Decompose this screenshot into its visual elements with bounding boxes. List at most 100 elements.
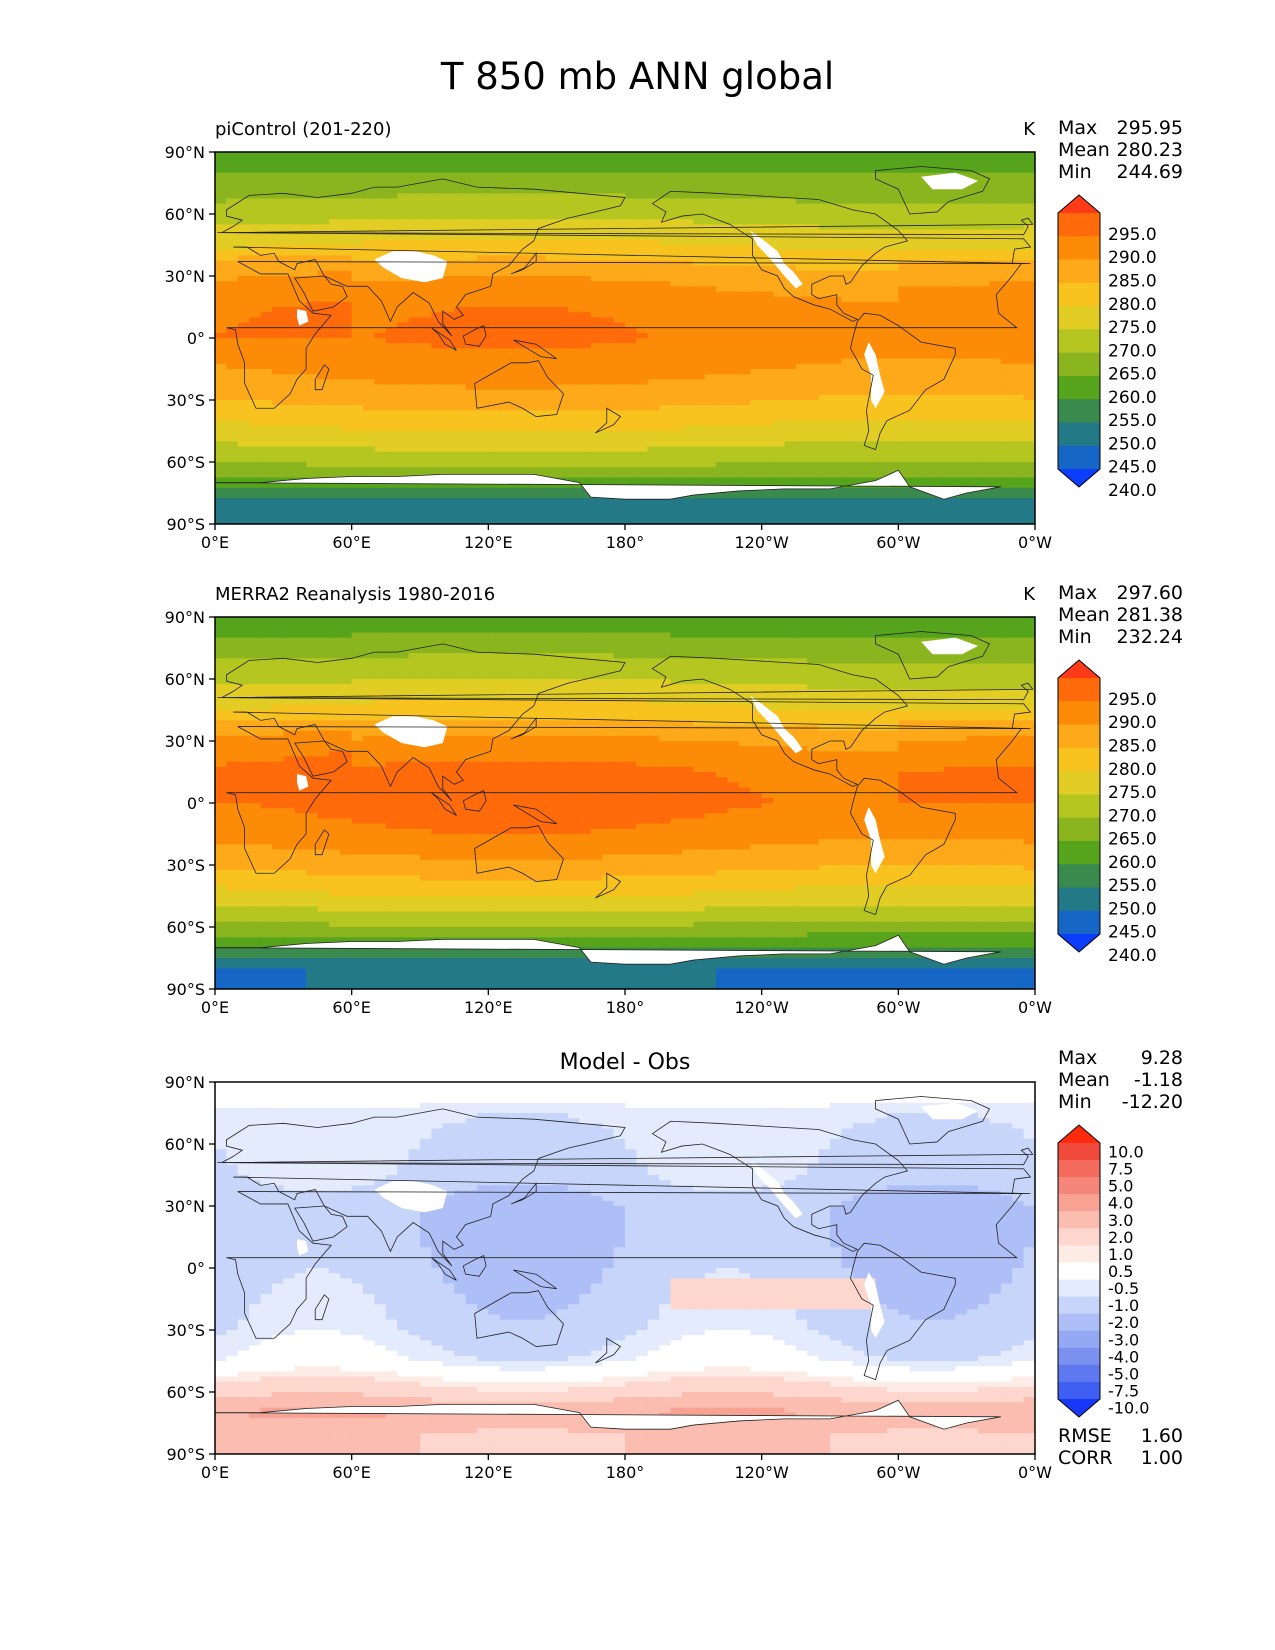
colorbar-label: 280.0 bbox=[1108, 760, 1157, 780]
colorbar-swatch bbox=[1058, 1160, 1100, 1178]
colorbar-swatch bbox=[1058, 724, 1100, 749]
x-tick-label: 120°W bbox=[734, 1463, 789, 1482]
colorbar-label: 0.5 bbox=[1108, 1262, 1133, 1281]
stats-panel-3: Max 9.28 Mean -1.18 Min -12.20 bbox=[1058, 1047, 1183, 1113]
panel-picontrol: piControl (201-220) K 0°E 60°E 120°E 180° 120°… bbox=[165, 119, 1157, 552]
coastline bbox=[314, 1294, 330, 1321]
colorbar-swatch bbox=[1058, 1194, 1100, 1212]
y-tick-label: 0° bbox=[187, 1259, 205, 1278]
panel-merra2: MERRA2 Reanalysis 1980-2016 K 0°E 60°E 120°E… bbox=[165, 584, 1157, 1017]
colorbar-swatch bbox=[1058, 678, 1100, 702]
antarctica-mask bbox=[215, 935, 1001, 989]
colorbar-swatch bbox=[1058, 306, 1100, 330]
colorbar-label: 295.0 bbox=[1108, 225, 1157, 245]
coastline bbox=[651, 1120, 909, 1252]
colorbar-swatch bbox=[1058, 771, 1100, 795]
stats-panel-2: Max 297.60 Mean 281.38 Min 232.24 bbox=[1058, 582, 1183, 648]
colorbar-swatch bbox=[1058, 422, 1100, 447]
coastline bbox=[217, 682, 1034, 701]
x-tick-label: 120°E bbox=[464, 998, 513, 1017]
colorbar-label: -4.0 bbox=[1108, 1347, 1139, 1366]
colorbar-swatch bbox=[1058, 1245, 1100, 1263]
colorbar-label: 250.0 bbox=[1108, 434, 1157, 454]
coastline bbox=[462, 790, 487, 812]
coastline bbox=[294, 740, 348, 777]
coastline bbox=[850, 312, 956, 451]
colorbar-label: 260.0 bbox=[1108, 388, 1157, 408]
panel-units: K bbox=[1023, 119, 1036, 140]
stats-panel-1: Max 295.95 Mean 280.23 Min 244.69 bbox=[1058, 117, 1183, 183]
y-tick-label: 60°S bbox=[166, 1383, 205, 1402]
coastline bbox=[462, 325, 487, 347]
colorbar-label: 3.0 bbox=[1108, 1211, 1133, 1230]
coastline bbox=[850, 777, 956, 916]
coastline bbox=[651, 655, 909, 787]
coastline bbox=[431, 327, 457, 351]
stat-max: Max 9.28 bbox=[1058, 1047, 1183, 1069]
coastline bbox=[215, 469, 1001, 524]
coastline bbox=[513, 339, 557, 360]
colorbar-extend-top bbox=[1058, 660, 1100, 678]
colorbar-swatch bbox=[1058, 1347, 1100, 1366]
coastline bbox=[217, 1147, 1034, 1166]
colorbar-swatch bbox=[1058, 236, 1100, 261]
colorbar-label: -5.0 bbox=[1108, 1364, 1139, 1383]
colorbar-label: 4.0 bbox=[1108, 1194, 1133, 1213]
coastline bbox=[595, 1337, 622, 1364]
y-tick-label: 60°N bbox=[165, 205, 205, 224]
coastline bbox=[513, 1269, 557, 1290]
coastline bbox=[510, 1182, 537, 1205]
coastline bbox=[215, 1399, 1001, 1454]
coastline bbox=[314, 829, 330, 856]
skill-scores: RMSE 1.60 CORR 1.00 bbox=[1058, 1425, 1183, 1469]
colorbar-label: 255.0 bbox=[1108, 876, 1157, 896]
corr-score: CORR 1.00 bbox=[1058, 1447, 1183, 1469]
colorbar-label: 255.0 bbox=[1108, 411, 1157, 431]
coastline bbox=[595, 872, 622, 899]
panel-left-title: piControl (201-220) bbox=[215, 119, 391, 140]
antarctica-mask bbox=[215, 470, 1001, 524]
x-tick-label: 0°W bbox=[1018, 998, 1052, 1017]
colorbar-swatch bbox=[1058, 1143, 1100, 1161]
x-tick-label: 60°W bbox=[876, 1463, 920, 1482]
stat-min: Min 232.24 bbox=[1058, 626, 1183, 648]
coastline bbox=[850, 1242, 956, 1381]
stat-mean: Mean 280.23 bbox=[1058, 139, 1183, 161]
x-tick-label: 0°E bbox=[201, 533, 229, 552]
colorbar-swatch bbox=[1058, 864, 1100, 888]
y-tick-label: 90°N bbox=[165, 608, 205, 627]
coastline bbox=[431, 792, 457, 816]
y-tick-label: 90°N bbox=[165, 1073, 205, 1092]
y-tick-label: 30°N bbox=[165, 267, 205, 286]
colorbar-swatch bbox=[1058, 282, 1100, 307]
y-tick-label: 90°N bbox=[165, 143, 205, 162]
coastline bbox=[220, 178, 1032, 337]
colorbar-swatch bbox=[1058, 747, 1100, 772]
stat-min: Min 244.69 bbox=[1058, 161, 1183, 183]
panel-units: K bbox=[1023, 584, 1036, 605]
colorbar-swatch bbox=[1058, 840, 1100, 865]
colorbar-extend-bottom bbox=[1058, 469, 1100, 487]
colorbar-swatch bbox=[1058, 375, 1100, 400]
y-tick-label: 0° bbox=[187, 329, 205, 348]
coastline bbox=[294, 275, 348, 312]
stat-max: Max 297.60 bbox=[1058, 582, 1183, 604]
colorbar-label: 265.0 bbox=[1108, 365, 1157, 385]
coastline bbox=[431, 1257, 457, 1281]
colorbar-label: 10.0 bbox=[1108, 1143, 1144, 1162]
map-field bbox=[215, 1082, 1035, 1454]
coastline bbox=[510, 252, 537, 275]
stat-mean: Mean 281.38 bbox=[1058, 604, 1183, 626]
coastline bbox=[474, 1290, 564, 1347]
colorbar-label: 7.5 bbox=[1108, 1160, 1133, 1179]
colorbar-swatch bbox=[1058, 701, 1100, 726]
y-tick-label: 0° bbox=[187, 794, 205, 813]
x-tick-label: 0°E bbox=[201, 1463, 229, 1482]
coastline bbox=[220, 643, 1032, 802]
colorbar-outline bbox=[1057, 1124, 1101, 1418]
y-tick-label: 60°S bbox=[166, 453, 205, 472]
colorbar-label: 285.0 bbox=[1108, 736, 1157, 756]
y-tick-label: 60°N bbox=[165, 1135, 205, 1154]
x-tick-label: 180° bbox=[606, 1463, 645, 1482]
colorbar-label: 5.0 bbox=[1108, 1177, 1133, 1196]
